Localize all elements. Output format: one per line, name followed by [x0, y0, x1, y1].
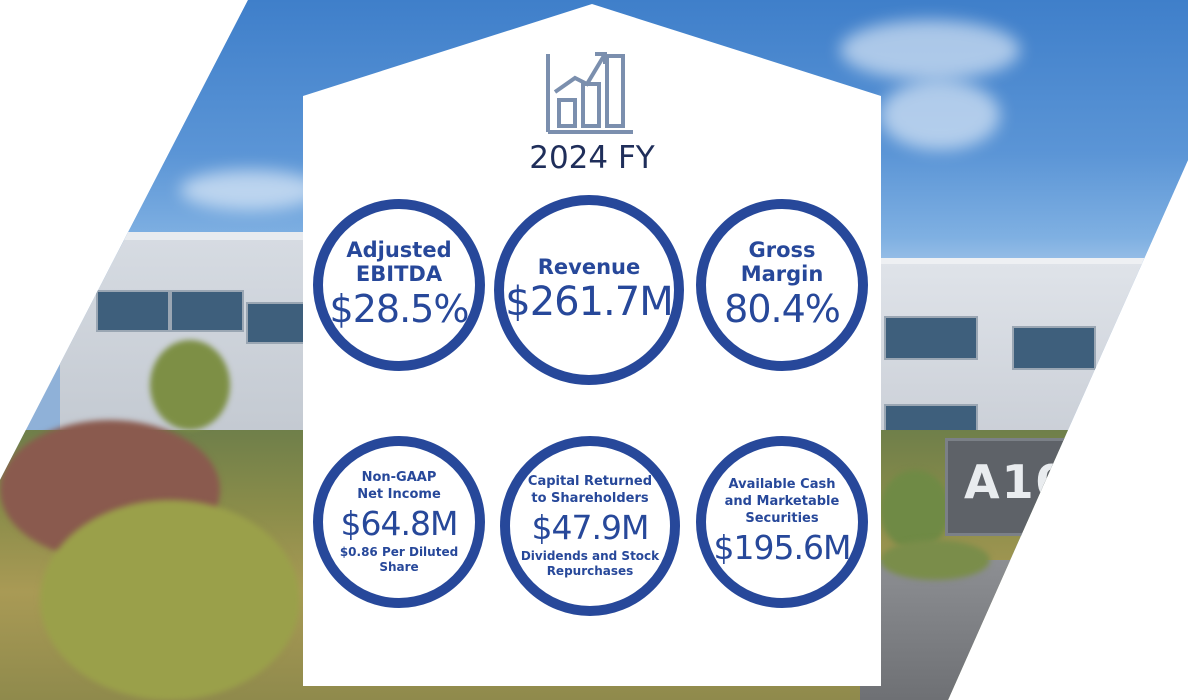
shrub — [150, 340, 230, 430]
metric-label: to Shareholders — [531, 491, 649, 506]
metric-revenue: Revenue $261.7M — [494, 195, 684, 385]
metric-value: 80.4% — [724, 287, 841, 331]
fiscal-year-title: 2024 FY — [529, 140, 655, 176]
metric-label: Available Cash — [728, 476, 836, 492]
metric-non-gaap-net-income: Non-GAAP Net Income $64.8M $0.86 Per Dil… — [313, 436, 485, 608]
company-sign: A10 — [945, 438, 1101, 536]
metric-label: Gross — [748, 238, 816, 262]
metric-gross-margin: Gross Margin 80.4% — [696, 199, 868, 371]
shrub — [880, 470, 950, 550]
metric-note: $0.86 Per Diluted — [339, 545, 459, 559]
cloud — [840, 20, 1020, 80]
metric-label: Adjusted — [346, 238, 452, 262]
metric-available-cash: Available Cash and Marketable Securities… — [696, 436, 868, 608]
bar-chart-growth-icon — [546, 52, 633, 134]
metric-label: EBITDA — [355, 262, 443, 286]
metric-value: $64.8M — [340, 504, 459, 543]
metric-label: Non-GAAP — [361, 470, 437, 485]
metric-adjusted-ebitda: Adjusted EBITDA $28.5% — [313, 199, 485, 371]
metric-note: Share — [379, 560, 419, 574]
metric-label: Net Income — [357, 487, 441, 502]
grass — [40, 500, 300, 700]
cloud — [180, 170, 320, 210]
road — [860, 560, 1188, 700]
metric-label: Capital Returned — [527, 474, 653, 489]
metric-label: Margin — [740, 262, 824, 286]
metric-label: Revenue — [537, 255, 641, 279]
metric-capital-returned: Capital Returned to Shareholders $47.9M … — [500, 436, 680, 616]
metric-note: Repurchases — [546, 564, 634, 578]
cloud — [880, 80, 1000, 150]
shrub — [880, 540, 990, 580]
metric-label: and Marketable — [724, 493, 840, 509]
metric-value: $47.9M — [531, 508, 650, 547]
metric-value: $28.5% — [329, 287, 470, 331]
office-building-right — [860, 258, 1160, 449]
metric-value: $195.6M — [713, 527, 852, 567]
metric-value: $261.7M — [505, 279, 673, 325]
sign-text: A10 — [964, 455, 1070, 509]
metric-note: Dividends and Stock — [520, 549, 660, 563]
metric-label: Securities — [745, 510, 819, 526]
